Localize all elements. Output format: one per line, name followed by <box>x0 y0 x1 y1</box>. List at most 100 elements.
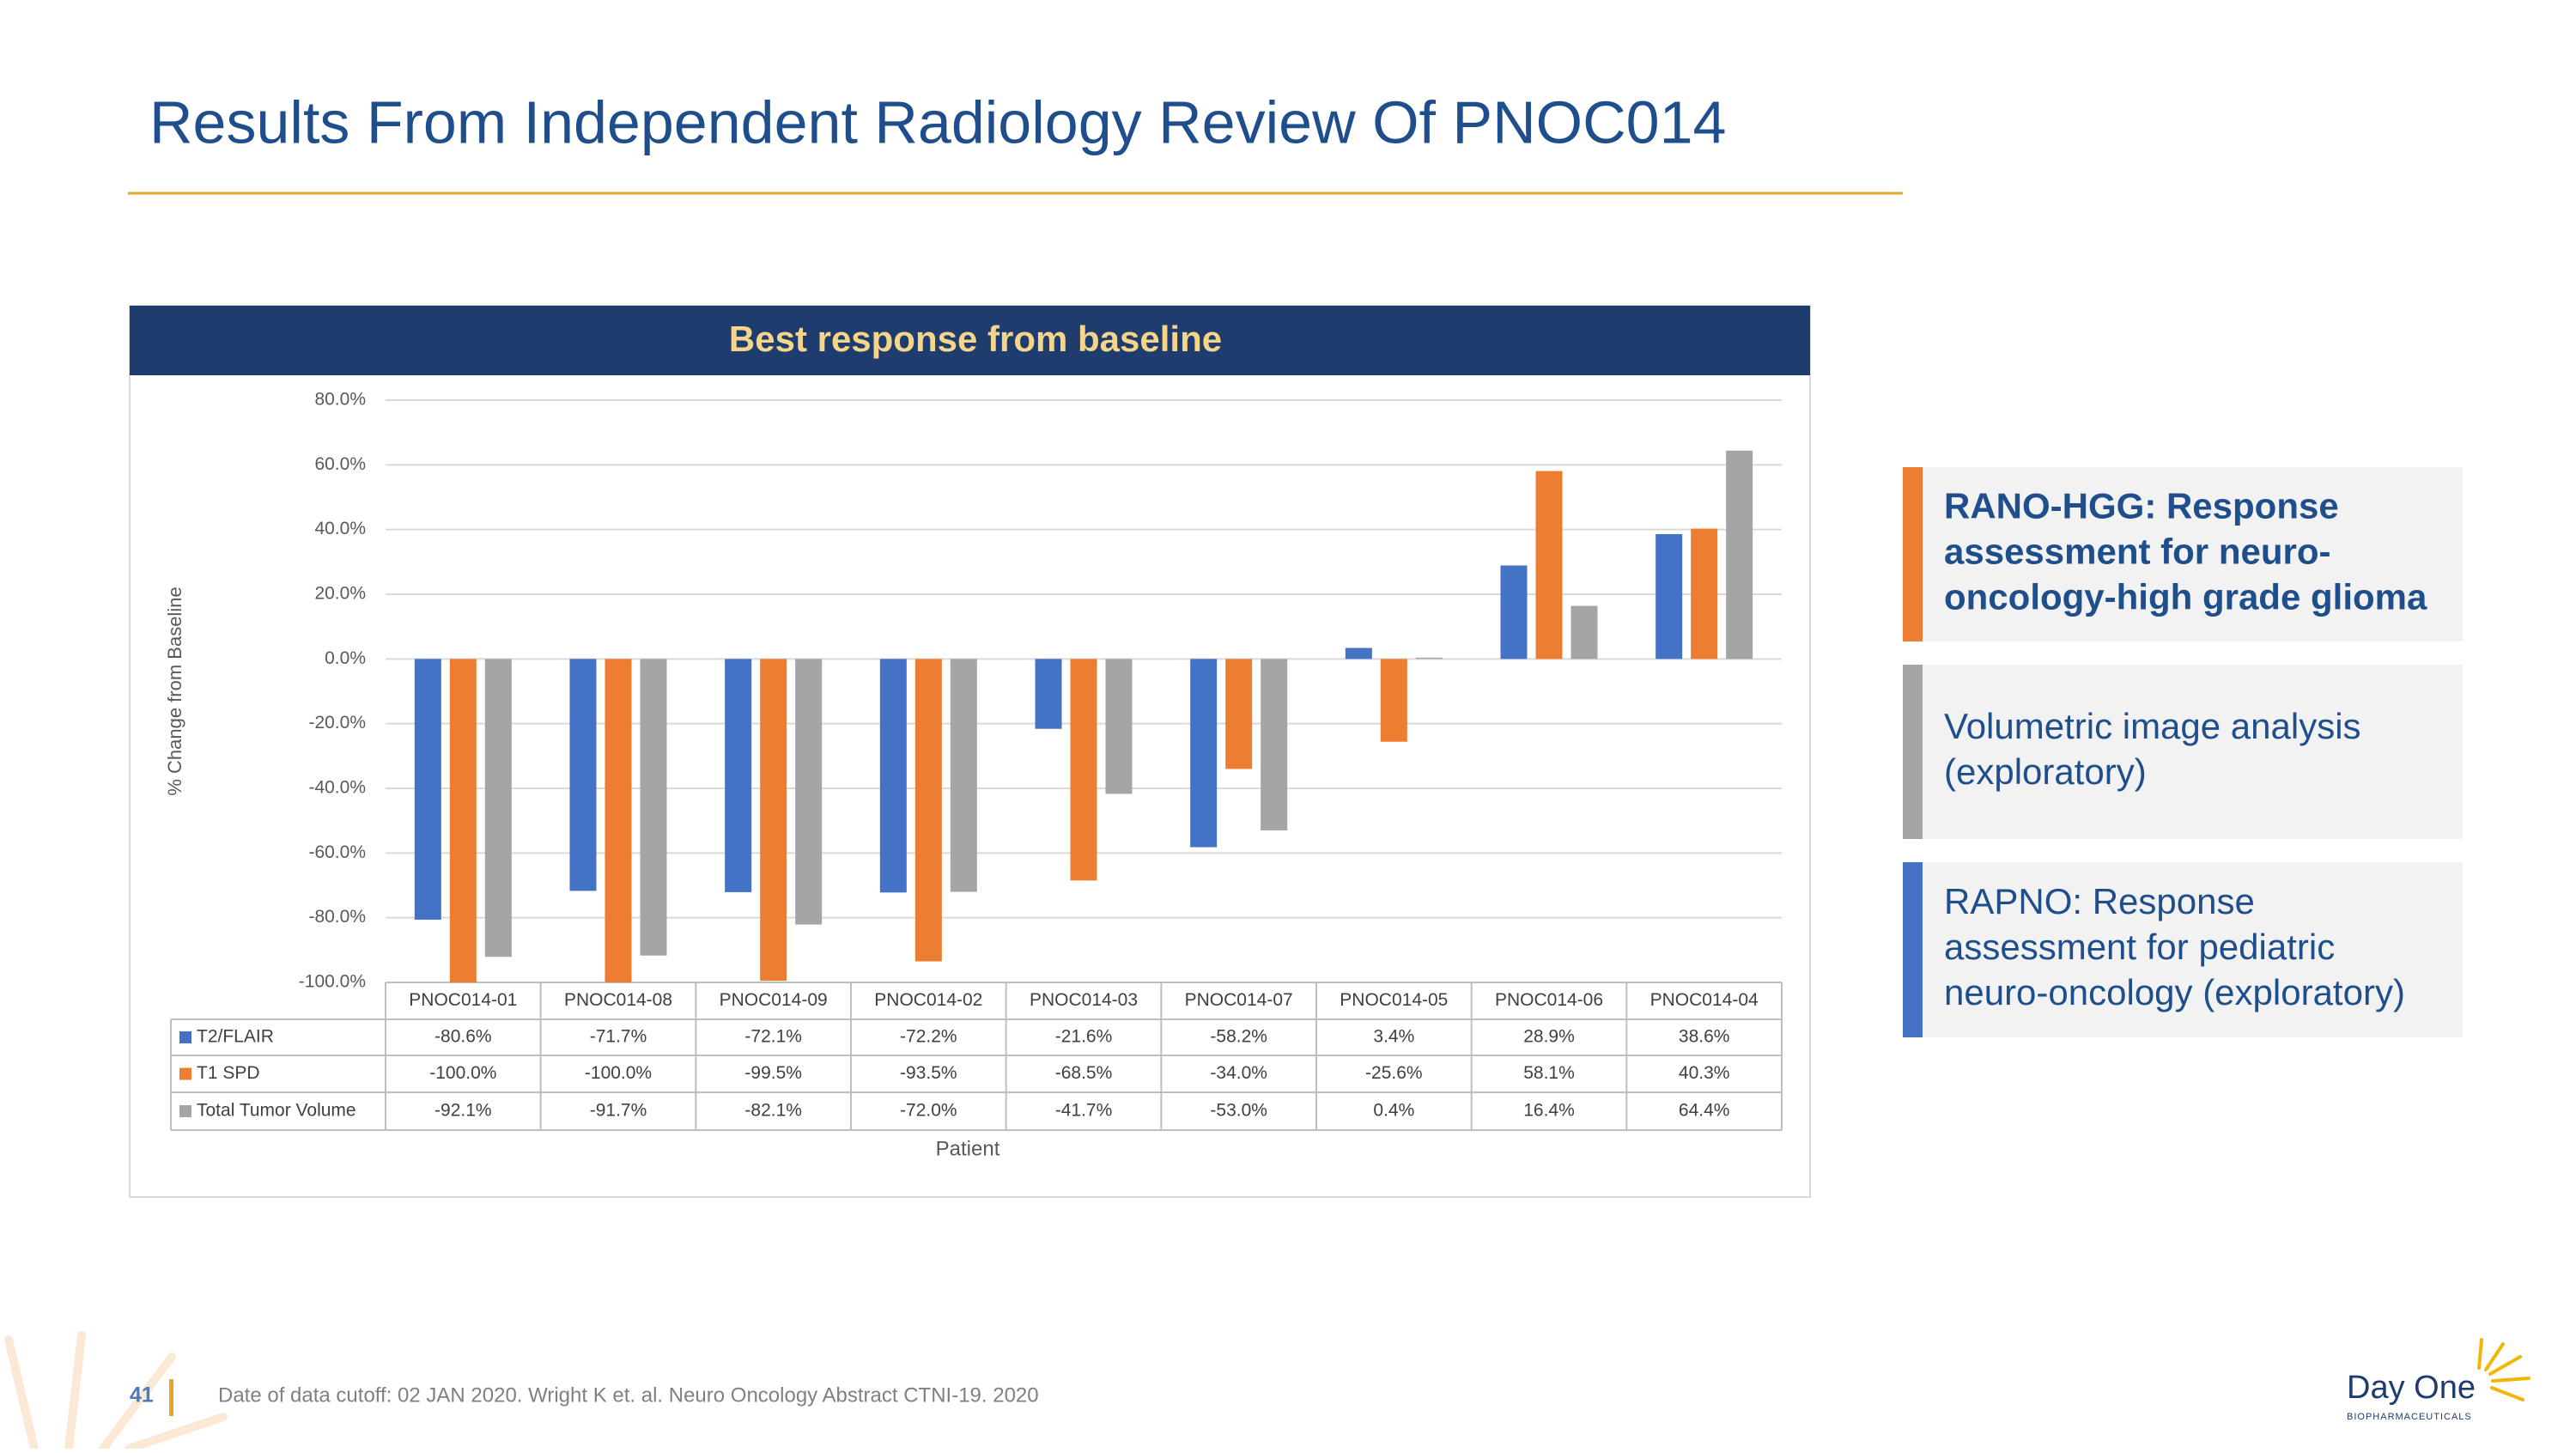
bar <box>1656 533 1683 660</box>
bar <box>1225 659 1253 769</box>
bar <box>950 659 977 892</box>
x-tick-label: PNOC014-01 <box>409 990 517 1010</box>
bar <box>1571 605 1598 660</box>
legend-swatch <box>179 1067 191 1080</box>
bar <box>1345 647 1372 660</box>
bar <box>760 659 787 982</box>
bar <box>725 659 752 892</box>
bar <box>1500 565 1528 660</box>
bar <box>795 659 823 925</box>
table-value: 40.3% <box>1679 1063 1730 1083</box>
legend-box <box>1903 862 2463 1037</box>
x-axis-label: Patient <box>936 1137 1000 1160</box>
y-tick-label: 60.0% <box>314 454 366 474</box>
table-value: -82.1% <box>744 1101 802 1121</box>
bar <box>640 659 667 956</box>
x-tick-label: PNOC014-02 <box>874 990 982 1010</box>
bar <box>1105 659 1133 794</box>
y-axis-label: % Change from Baseline <box>164 587 185 795</box>
bar <box>1535 471 1563 660</box>
y-tick-label: -20.0% <box>308 713 366 733</box>
bar <box>914 659 942 962</box>
legend-accent <box>1903 862 1923 1037</box>
y-tick-label: 20.0% <box>314 584 366 604</box>
ray <box>4 1335 39 1453</box>
ray <box>2491 1377 2530 1383</box>
x-tick-label: PNOC014-06 <box>1495 990 1603 1010</box>
table-value: 58.1% <box>1523 1063 1575 1083</box>
x-tick-label: PNOC014-09 <box>720 990 828 1010</box>
bar <box>1726 450 1753 660</box>
bar <box>1035 659 1062 729</box>
table-value: -72.2% <box>900 1027 957 1047</box>
table-value: -25.6% <box>1365 1063 1423 1083</box>
legend-box <box>1903 665 2463 839</box>
y-tick-label: -40.0% <box>308 778 366 798</box>
bar <box>1380 659 1407 742</box>
bar <box>414 659 441 920</box>
bar <box>879 659 907 893</box>
slide-title: Results From Independent Radiology Revie… <box>149 88 1726 155</box>
x-tick-label: PNOC014-07 <box>1185 990 1293 1010</box>
bar <box>605 659 632 982</box>
table-value: 38.6% <box>1679 1027 1730 1047</box>
table-value: 3.4% <box>1373 1027 1414 1047</box>
legend-label: Total Tumor Volume <box>197 1101 356 1121</box>
table-value: -93.5% <box>900 1063 957 1083</box>
table-value: -71.7% <box>590 1027 647 1047</box>
ray <box>2484 1342 2505 1371</box>
y-tick-label: 40.0% <box>314 519 366 538</box>
table-value: -72.0% <box>900 1101 957 1121</box>
x-tick-label: PNOC014-05 <box>1340 990 1448 1010</box>
legend-accent <box>1903 665 1923 839</box>
bar <box>569 659 597 891</box>
table-value: -53.0% <box>1210 1101 1267 1121</box>
ray <box>99 1353 176 1453</box>
decor-rays <box>4 1331 228 1453</box>
ray <box>2490 1386 2524 1401</box>
x-tick-label: PNOC014-08 <box>564 990 672 1010</box>
table-value: -100.0% <box>429 1063 496 1083</box>
table-value: 28.9% <box>1523 1027 1575 1047</box>
legend-swatch <box>179 1105 191 1117</box>
x-tick-label: PNOC014-03 <box>1030 990 1138 1010</box>
legend-accent <box>1903 467 1923 641</box>
ray <box>2477 1338 2483 1370</box>
bar <box>1691 528 1718 660</box>
legend-text: RAPNO: Response <box>1944 881 2255 921</box>
bar <box>1070 659 1097 881</box>
chart-header <box>130 306 1810 375</box>
bar <box>1190 659 1218 848</box>
table-value: -80.6% <box>434 1027 492 1047</box>
footer-rule <box>169 1379 173 1416</box>
bar <box>484 659 512 958</box>
logo: Day One <box>2347 1370 2476 1406</box>
x-tick-label: PNOC014-04 <box>1650 990 1759 1010</box>
bar <box>1261 659 1288 830</box>
table-value: -21.6% <box>1055 1027 1113 1047</box>
ray <box>125 1413 228 1453</box>
table-value: -99.5% <box>744 1063 802 1083</box>
table-value: 64.4% <box>1679 1101 1730 1121</box>
logo-sun <box>2477 1338 2530 1401</box>
table-value: 0.4% <box>1373 1101 1414 1121</box>
page-number: 41 <box>130 1383 154 1407</box>
table-value: -41.7% <box>1055 1101 1113 1121</box>
legend-label: T1 SPD <box>197 1063 260 1083</box>
legend-text: RANO-HGG: Response <box>1944 486 2339 526</box>
table-value: -58.2% <box>1210 1027 1267 1047</box>
legend-text: neuro-oncology (exploratory) <box>1944 972 2405 1012</box>
legend-box <box>1903 467 2463 641</box>
legend-label: T2/FLAIR <box>197 1027 274 1047</box>
table-value: -34.0% <box>1210 1063 1267 1083</box>
ray <box>2488 1355 2522 1376</box>
y-tick-label: -60.0% <box>308 842 366 862</box>
table-value: -92.1% <box>434 1101 492 1121</box>
table-value: 16.4% <box>1523 1101 1575 1121</box>
legend-text: Volumetric image analysis <box>1944 706 2361 746</box>
logo-sub: BIOPHARMACEUTICALS <box>2347 1412 2472 1422</box>
y-tick-label: -100.0% <box>299 972 366 992</box>
bar <box>449 659 477 982</box>
table-value: -91.7% <box>590 1101 647 1121</box>
